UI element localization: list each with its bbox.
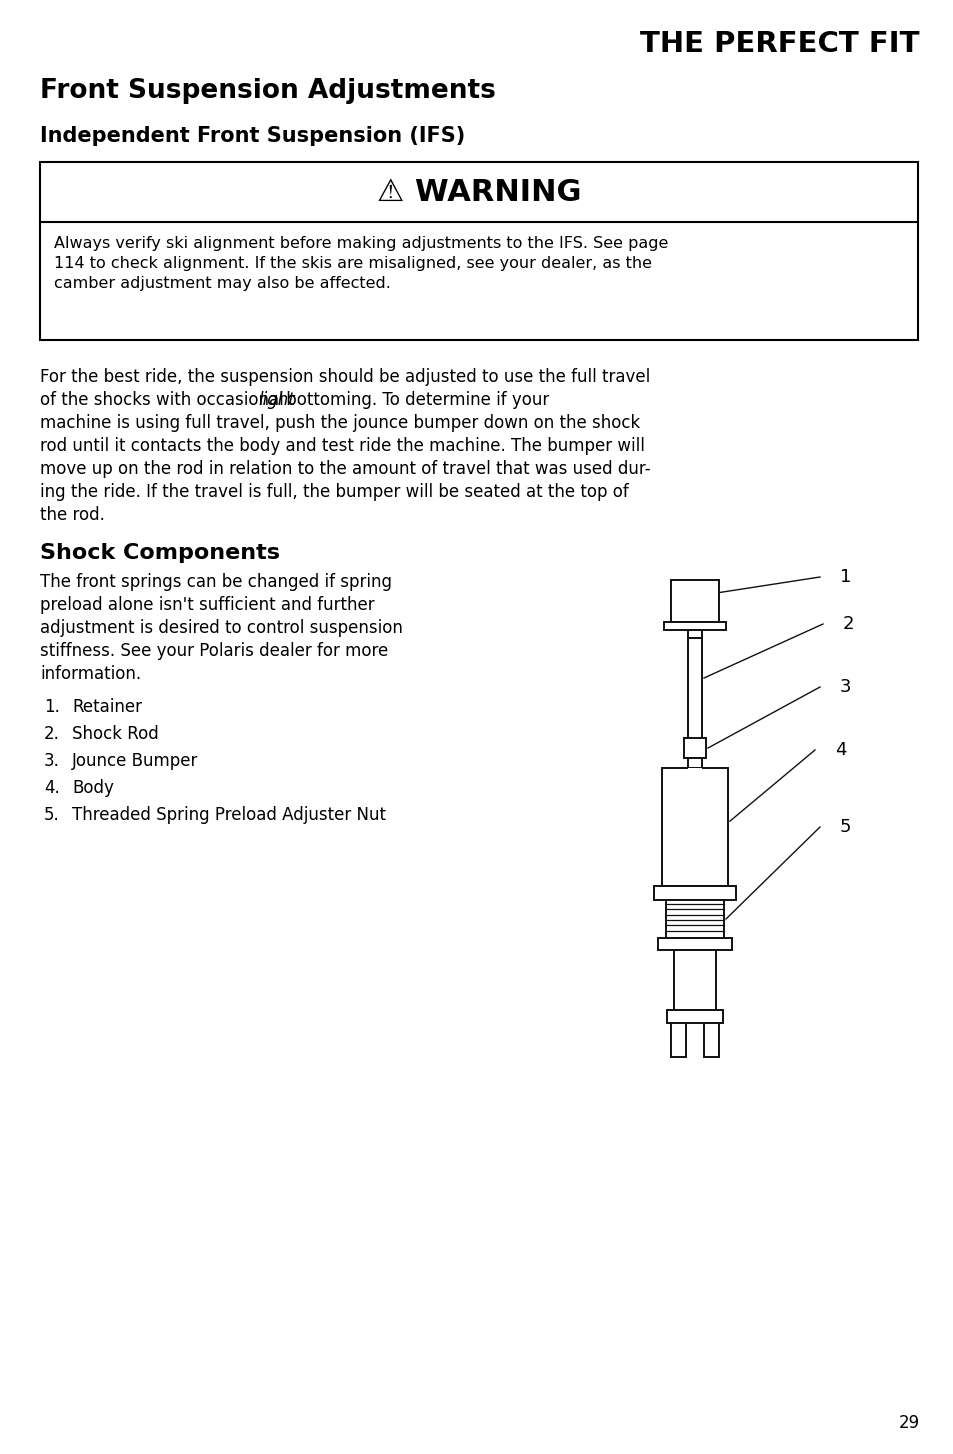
Text: Independent Front Suspension (IFS): Independent Front Suspension (IFS) xyxy=(40,126,465,145)
Bar xyxy=(40,161,917,340)
Text: 5.: 5. xyxy=(44,806,60,824)
Bar xyxy=(703,1024,719,1057)
Text: Shock Rod: Shock Rod xyxy=(71,726,158,743)
Text: Always verify ski alignment before making adjustments to the IFS. See page: Always verify ski alignment before makin… xyxy=(54,236,668,252)
Text: ⚠ WARNING: ⚠ WARNING xyxy=(376,177,580,206)
Text: 1.: 1. xyxy=(44,698,60,715)
Bar xyxy=(670,580,719,622)
Text: Body: Body xyxy=(71,779,113,797)
Bar xyxy=(687,630,701,638)
Bar xyxy=(658,938,731,949)
Text: 1: 1 xyxy=(840,569,850,586)
Bar xyxy=(661,768,727,885)
Text: rod until it contacts the body and test ride the machine. The bumper will: rod until it contacts the body and test … xyxy=(40,438,644,455)
Bar xyxy=(683,739,705,758)
Text: ing the ride. If the travel is full, the bumper will be seated at the top of: ing the ride. If the travel is full, the… xyxy=(40,483,628,502)
Bar xyxy=(665,900,723,938)
Bar xyxy=(654,885,735,900)
Text: Threaded Spring Preload Adjuster Nut: Threaded Spring Preload Adjuster Nut xyxy=(71,806,386,824)
Bar xyxy=(687,768,701,772)
Text: machine is using full travel, push the jounce bumper down on the shock: machine is using full travel, push the j… xyxy=(40,414,639,432)
Text: Front Suspension Adjustments: Front Suspension Adjustments xyxy=(40,79,496,105)
Text: move up on the rod in relation to the amount of travel that was used dur-: move up on the rod in relation to the am… xyxy=(40,459,650,478)
Text: the rod.: the rod. xyxy=(40,506,105,523)
Bar xyxy=(687,638,701,758)
Bar xyxy=(673,949,716,1011)
Text: of the shocks with occasional: of the shocks with occasional xyxy=(40,391,289,409)
Text: adjustment is desired to control suspension: adjustment is desired to control suspens… xyxy=(40,619,402,637)
Text: preload alone isn't sufficient and further: preload alone isn't sufficient and furth… xyxy=(40,596,375,614)
Bar xyxy=(666,1011,722,1024)
Text: For the best ride, the suspension should be adjusted to use the full travel: For the best ride, the suspension should… xyxy=(40,368,650,385)
Text: 3: 3 xyxy=(840,678,851,696)
Text: information.: information. xyxy=(40,664,141,683)
Text: The front springs can be changed if spring: The front springs can be changed if spri… xyxy=(40,573,392,590)
Text: stiffness. See your Polaris dealer for more: stiffness. See your Polaris dealer for m… xyxy=(40,643,388,660)
Text: 29: 29 xyxy=(898,1413,919,1432)
Text: camber adjustment may also be affected.: camber adjustment may also be affected. xyxy=(54,276,391,291)
Text: 114 to check alignment. If the skis are misaligned, see your dealer, as the: 114 to check alignment. If the skis are … xyxy=(54,256,651,270)
Text: 5: 5 xyxy=(840,819,851,836)
Text: light: light xyxy=(257,391,294,409)
Bar xyxy=(687,758,701,768)
Text: 3.: 3. xyxy=(44,752,60,771)
Text: Jounce Bumper: Jounce Bumper xyxy=(71,752,198,771)
Bar xyxy=(663,622,725,630)
Text: 4.: 4. xyxy=(44,779,60,797)
Text: 2: 2 xyxy=(842,615,854,632)
Text: THE PERFECT FIT: THE PERFECT FIT xyxy=(639,31,919,58)
Text: 4: 4 xyxy=(834,742,845,759)
Text: Retainer: Retainer xyxy=(71,698,142,715)
Text: Shock Components: Shock Components xyxy=(40,542,280,563)
Bar xyxy=(670,1024,685,1057)
Text: bottoming. To determine if your: bottoming. To determine if your xyxy=(281,391,549,409)
Text: 2.: 2. xyxy=(44,726,60,743)
